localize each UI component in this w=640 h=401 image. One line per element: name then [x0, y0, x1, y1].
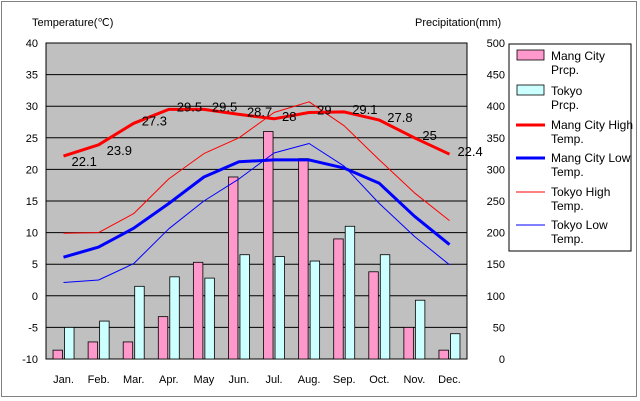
precip-bar [192, 261, 204, 360]
precip-bar [99, 320, 110, 360]
legend-label: Mang City Low Temp. [551, 151, 631, 179]
precip-bar [228, 176, 239, 360]
precip-bar [122, 341, 134, 360]
data-label: 28.7 [247, 104, 272, 119]
y-tick-left-label: 30 [26, 101, 38, 113]
precip-bar [239, 254, 250, 360]
precip-bar [379, 254, 391, 360]
precip-bar [344, 225, 356, 360]
y-tick-right-label: 100 [487, 291, 505, 303]
x-ticks: Jan. Feb. Mar. Apr. May Jun. Jul. Aug. Sep. Oct. N… [53, 374, 461, 386]
temp-line [63, 107, 451, 158]
y-tick-left-label: -10 [22, 354, 38, 366]
precip-bar [298, 158, 309, 360]
data-label: 29.5 [212, 99, 237, 114]
precip-bars [52, 131, 461, 360]
precip-bar [157, 316, 169, 360]
x-tick-label: Jun. [229, 374, 250, 386]
precip-bar [450, 333, 461, 360]
x-tick-label: Apr. [159, 374, 179, 386]
data-label: 29 [317, 103, 331, 118]
temp-line [63, 143, 450, 283]
x-tick-label: May [193, 374, 214, 386]
x-tick-label: Oct. [369, 374, 389, 386]
y-tick-left-label: 5 [32, 259, 38, 271]
y-tick-right-label: 450 [487, 70, 505, 82]
y-tick-left-label: 20 [26, 164, 38, 176]
temp-line [63, 101, 450, 234]
x-tick-label: Nov. [403, 374, 425, 386]
y-tick-left-label: 25 [26, 133, 38, 145]
y-axis-right-title: Precipitation(mm) [415, 17, 501, 29]
data-label: 28 [282, 109, 296, 124]
y-axis-left-title: Temperature(℃) [32, 17, 113, 29]
precip-bar [333, 238, 344, 360]
x-tick-label: Aug. [298, 374, 321, 386]
data-label: 22.4 [457, 144, 482, 159]
precip-bar [87, 341, 99, 360]
data-label: 22.1 [72, 154, 97, 169]
y-tick-left-label: 35 [26, 70, 38, 82]
y-tick-left-label: 15 [26, 196, 38, 208]
y-tick-right-label: 0 [499, 354, 505, 366]
precip-bar [64, 326, 75, 360]
precip-bar [169, 276, 180, 360]
gridlines [46, 74, 467, 328]
precip-bar [263, 131, 274, 360]
precip-bar [368, 271, 379, 360]
legend-label: Tokyo High Temp. [551, 185, 610, 213]
data-label: 29.5 [177, 99, 202, 114]
y-tick-right-label: 150 [487, 259, 505, 271]
y-tick-right-label: 500 [487, 38, 505, 50]
y-tick-left-label: 0 [32, 291, 38, 303]
legend-box [508, 43, 632, 252]
x-tick-label: Mar. [123, 374, 144, 386]
legend-swatch [516, 84, 545, 96]
x-tick-label: Feb. [88, 374, 110, 386]
legend: Mang City Prcp. Tokyo Prcp. Mang City High Te… [516, 49, 633, 246]
legend-label: Mang City High Temp. [551, 118, 633, 146]
legend-label: Tokyo Prcp. [551, 84, 583, 112]
precip-bar [134, 285, 145, 360]
precip-bar [414, 299, 426, 360]
precip-bar [204, 277, 215, 360]
x-tick-label: Sep. [333, 374, 356, 386]
precip-bar [274, 256, 285, 360]
y-tick-right-label: 400 [487, 101, 505, 113]
y-tick-left-label: 40 [26, 38, 38, 50]
y-tick-right-label: 300 [487, 164, 505, 176]
y-tick-right-label: 50 [493, 322, 505, 334]
x-tick-label: Jul. [265, 374, 282, 386]
data-label: 27.8 [387, 110, 412, 125]
data-labels: 22.1 23.9 27.3 29.5 29.5 28.7 28 29 29.1 27.8 25 22… [72, 99, 483, 169]
precip-bar [309, 260, 321, 360]
y-tick-right-label: 200 [487, 228, 505, 240]
data-label: 29.1 [352, 102, 377, 117]
data-label: 27.3 [142, 113, 167, 128]
temp-lines [63, 101, 451, 283]
data-label: 23.9 [107, 143, 132, 158]
legend-label: Mang City Prcp. [551, 49, 605, 77]
y-ticks-left: 40 35 30 25 20 15 10 5 0 -5 -10 [22, 38, 38, 366]
data-label: 25 [422, 128, 436, 143]
y-tick-right-label: 350 [487, 133, 505, 145]
x-tick-label: Jan. [53, 374, 74, 386]
legend-swatch [516, 49, 545, 61]
precip-bar [403, 326, 414, 360]
y-tick-left-label: 10 [26, 228, 38, 240]
legend-label: Tokyo Low Temp. [551, 218, 608, 246]
y-tick-left-label: -5 [28, 322, 38, 334]
precip-bar [52, 349, 63, 360]
y-tick-right-label: 250 [487, 196, 505, 208]
temp-line [63, 158, 451, 259]
x-tick-label: Dec. [438, 374, 461, 386]
precip-bar [438, 349, 449, 360]
